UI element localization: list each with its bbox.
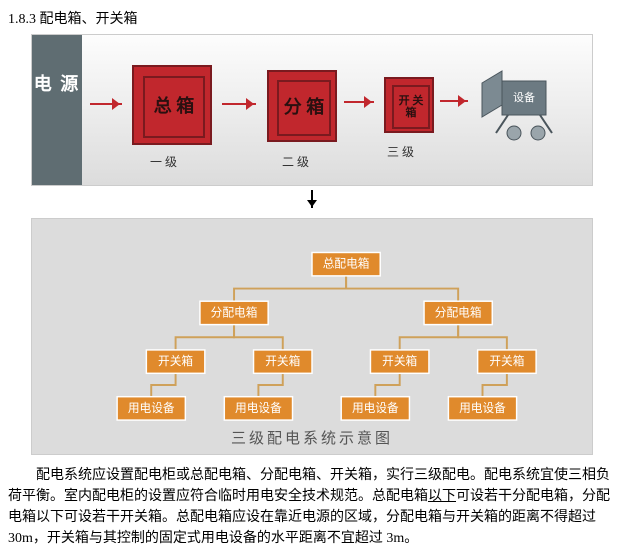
sub-box: 分 箱 xyxy=(267,70,337,142)
tree-edge xyxy=(458,325,507,350)
description-paragraph: 配电系统应设置配电柜或总配电箱、分配电箱、开关箱，实行三级配电。配电系统宜使三相… xyxy=(8,465,616,549)
tree-node-label: 开关箱 xyxy=(382,354,417,368)
main-box: 总 箱 xyxy=(132,65,212,145)
flow-arrow-1 xyxy=(222,103,256,105)
box-label: 分 箱 xyxy=(277,80,331,136)
tree-edge xyxy=(151,373,175,396)
flow-arrow-3 xyxy=(440,100,468,102)
section-heading: 1.8.3 配电箱、开关箱 xyxy=(8,8,616,28)
tree-node-label: 开关箱 xyxy=(489,354,524,368)
tree-node-label: 开关箱 xyxy=(265,354,300,368)
three-level-physical-diagram: 电 源 总 箱 分 箱 开 关 箱 设备一 级 二 级 三 级 xyxy=(31,34,593,186)
equipment-icon: 设备 xyxy=(474,63,544,123)
tree-node-label: 用电设备 xyxy=(352,401,399,415)
tree-svg: 总配电箱分配电箱 分配电箱开关箱 开关箱 开关箱 开关箱用电设备 用电设备 用电设备 用电设备 xyxy=(52,233,572,423)
level-label-2: 三 级 xyxy=(387,143,414,160)
tree-edge xyxy=(346,276,458,301)
tree-node-label: 用电设备 xyxy=(235,401,282,415)
tree-node-label: 开关箱 xyxy=(158,354,193,368)
tree-edge xyxy=(375,373,399,396)
tree-edge xyxy=(483,373,507,396)
tree-node-label: 分配电箱 xyxy=(211,305,258,319)
power-source-block: 电 源 xyxy=(32,35,82,185)
switch-box: 开 关 箱 xyxy=(384,77,434,133)
tree-node-label: 用电设备 xyxy=(128,401,175,415)
tree-edge xyxy=(258,373,282,396)
tree-edge xyxy=(234,325,283,350)
tree-node-label: 分配电箱 xyxy=(435,305,482,319)
flow-arrow-0 xyxy=(90,103,122,105)
underlined-text: 以下 xyxy=(428,489,456,504)
svg-text:设备: 设备 xyxy=(513,90,535,104)
flow-arrow-down xyxy=(8,190,616,218)
tree-node-label: 用电设备 xyxy=(459,401,506,415)
three-level-tree-diagram: 总配电箱分配电箱 分配电箱开关箱 开关箱 开关箱 开关箱用电设备 用电设备 用电设备 用电设备… xyxy=(31,218,593,455)
tree-node-label: 总配电箱 xyxy=(323,257,370,271)
diagram-title: 三级配电系统示意图 xyxy=(32,427,592,448)
level-label-1: 二 级 xyxy=(282,153,309,170)
tree-edge xyxy=(400,325,458,350)
box-label: 总 箱 xyxy=(143,76,205,138)
flow-arrow-2 xyxy=(344,101,374,103)
box-label: 开 关 箱 xyxy=(392,85,431,129)
tree-edge xyxy=(176,325,234,350)
level-label-0: 一 级 xyxy=(150,153,177,170)
tree-edge xyxy=(234,276,346,301)
